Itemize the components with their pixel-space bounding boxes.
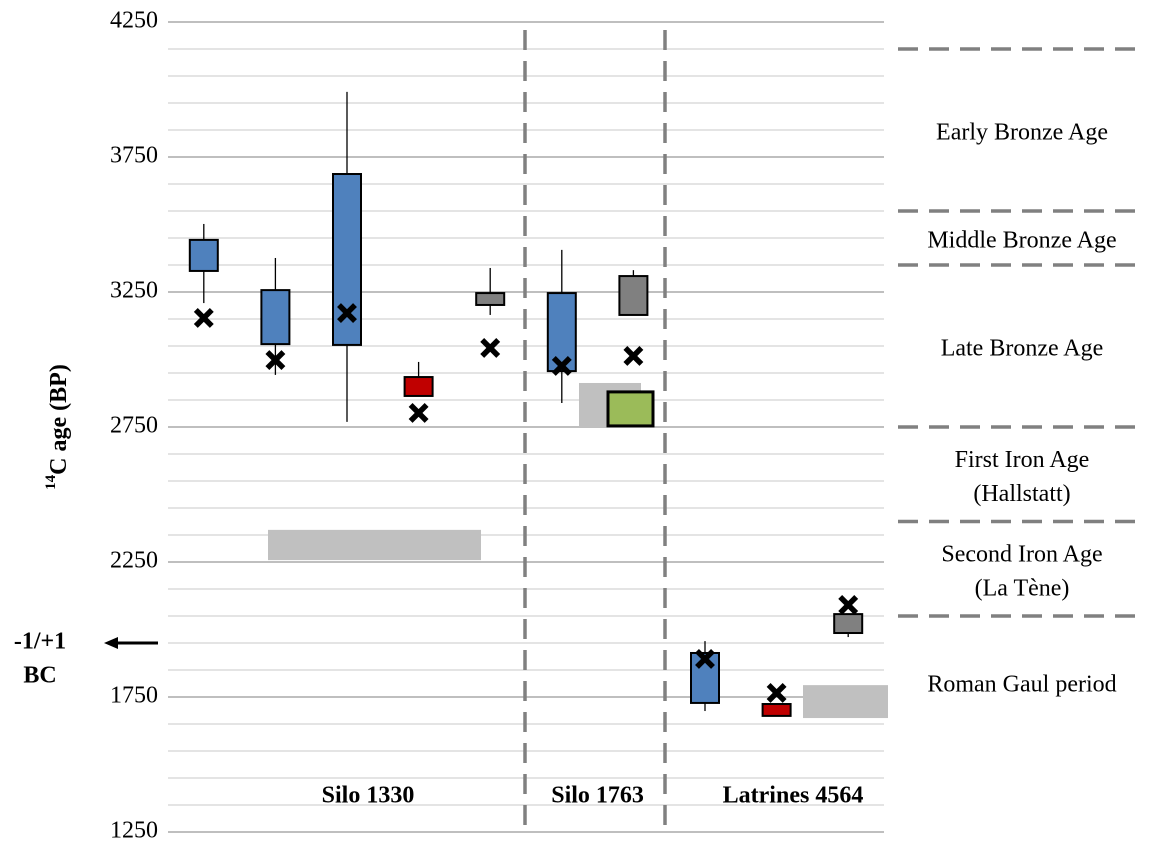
group-label: Silo 1763: [551, 783, 644, 809]
marker: [838, 594, 859, 615]
box: [618, 275, 649, 316]
marker: [695, 648, 715, 669]
box: [475, 292, 506, 306]
marker: [766, 683, 787, 703]
period-label: Early Bronze Age: [936, 120, 1108, 146]
marker: [623, 346, 644, 366]
y-axis-title: 14C age (BP): [43, 364, 71, 490]
annotation-text: BC: [23, 663, 56, 689]
box: [188, 238, 219, 272]
box: [546, 292, 577, 373]
group-label: Silo 1330: [322, 783, 415, 809]
box: [761, 703, 792, 717]
y-tick-label: 1750: [110, 683, 158, 709]
range-bar: [268, 529, 481, 561]
range-bar: [606, 390, 655, 428]
y-axis-title-sup: 14: [43, 474, 59, 490]
marker: [551, 356, 572, 376]
marker: [193, 307, 214, 328]
period-label: (Hallstatt): [973, 481, 1070, 507]
y-tick-label: 3250: [110, 278, 158, 304]
y-tick-label: 2750: [110, 413, 158, 439]
annotation-arrowhead: [104, 637, 118, 649]
box: [332, 173, 362, 346]
range-bar: [803, 685, 888, 719]
box: [260, 289, 291, 346]
marker: [337, 303, 357, 324]
y-tick-label: 3750: [110, 143, 158, 169]
marker: [265, 350, 286, 370]
period-label: Middle Bronze Age: [927, 228, 1116, 254]
group-label: Latrines 4564: [723, 783, 864, 809]
annotation-text: -1/+1: [14, 629, 66, 655]
y-tick-label: 4250: [110, 8, 158, 34]
y-tick-label: 2250: [110, 548, 158, 574]
period-label: (La Tène): [975, 575, 1070, 601]
box: [833, 613, 864, 635]
period-label: First Iron Age: [955, 447, 1090, 473]
marker: [408, 403, 429, 423]
marker: [480, 337, 501, 358]
box: [403, 376, 434, 397]
period-label: Roman Gaul period: [927, 672, 1116, 698]
y-axis-title-main: C age (BP): [46, 364, 72, 475]
period-label: Second Iron Age: [941, 541, 1102, 567]
period-label: Late Bronze Age: [941, 336, 1104, 362]
y-tick-label: 1250: [110, 818, 158, 844]
